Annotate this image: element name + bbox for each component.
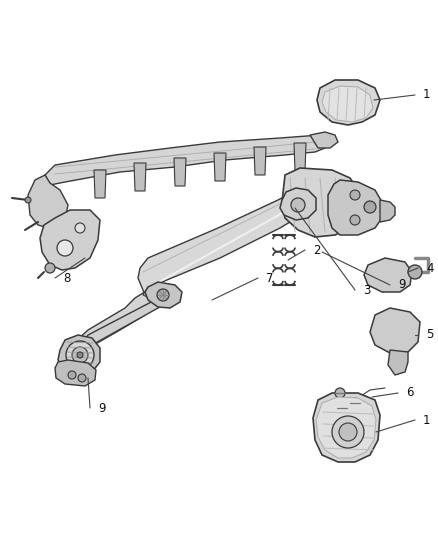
- Polygon shape: [78, 294, 170, 362]
- Polygon shape: [328, 180, 382, 235]
- Circle shape: [408, 265, 422, 279]
- Circle shape: [157, 289, 169, 301]
- Circle shape: [350, 398, 360, 408]
- Polygon shape: [55, 360, 96, 386]
- Text: 4: 4: [426, 262, 434, 274]
- Circle shape: [25, 197, 31, 203]
- Circle shape: [291, 198, 305, 212]
- Polygon shape: [40, 210, 100, 270]
- Circle shape: [350, 215, 360, 225]
- Polygon shape: [145, 282, 182, 308]
- Text: 9: 9: [398, 279, 406, 292]
- Polygon shape: [58, 335, 100, 375]
- Polygon shape: [280, 188, 316, 220]
- Polygon shape: [28, 175, 68, 230]
- Circle shape: [66, 341, 94, 369]
- Circle shape: [350, 190, 360, 200]
- Text: 2: 2: [313, 244, 321, 256]
- Polygon shape: [322, 86, 373, 122]
- Circle shape: [68, 371, 76, 379]
- Polygon shape: [370, 308, 420, 353]
- Polygon shape: [134, 163, 146, 191]
- Circle shape: [78, 374, 86, 382]
- Polygon shape: [388, 350, 408, 375]
- Circle shape: [57, 240, 73, 256]
- Polygon shape: [380, 200, 395, 222]
- Circle shape: [75, 223, 85, 233]
- Polygon shape: [94, 170, 106, 198]
- Text: 9: 9: [98, 401, 106, 415]
- Circle shape: [332, 416, 364, 448]
- Circle shape: [72, 347, 88, 363]
- Polygon shape: [310, 132, 338, 148]
- Polygon shape: [282, 168, 358, 237]
- Polygon shape: [72, 293, 155, 358]
- Text: 7: 7: [266, 271, 273, 285]
- Circle shape: [335, 388, 345, 398]
- Circle shape: [339, 423, 357, 441]
- Polygon shape: [364, 258, 412, 292]
- Text: 1: 1: [423, 88, 431, 101]
- Polygon shape: [174, 158, 186, 186]
- Text: 6: 6: [406, 386, 413, 400]
- Circle shape: [45, 263, 55, 273]
- Polygon shape: [316, 397, 376, 458]
- Polygon shape: [143, 287, 165, 303]
- Circle shape: [364, 201, 376, 213]
- Polygon shape: [45, 135, 328, 185]
- Polygon shape: [214, 153, 226, 181]
- Polygon shape: [138, 183, 325, 295]
- Text: 3: 3: [363, 284, 371, 296]
- Circle shape: [77, 352, 83, 358]
- Polygon shape: [254, 147, 266, 175]
- Text: 1: 1: [423, 414, 431, 426]
- Polygon shape: [313, 393, 380, 462]
- Text: 8: 8: [63, 271, 71, 285]
- Text: 5: 5: [426, 328, 433, 342]
- Circle shape: [337, 403, 347, 413]
- Polygon shape: [294, 143, 306, 171]
- Polygon shape: [317, 80, 380, 125]
